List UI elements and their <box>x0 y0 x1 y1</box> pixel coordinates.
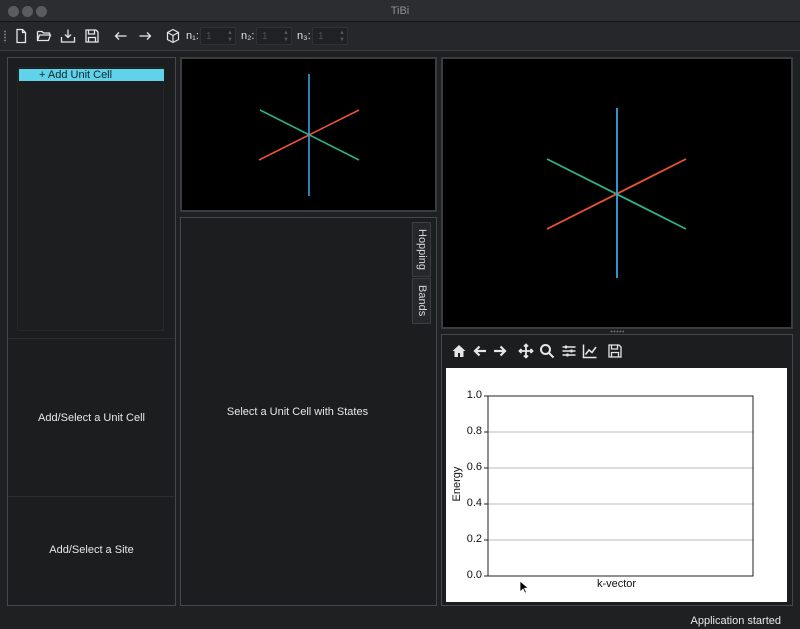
plot-home-button[interactable] <box>451 343 467 359</box>
n3-label: n₃: <box>297 30 311 42</box>
edit-axis-icon <box>582 344 597 359</box>
n3-spinbox[interactable]: ▲ ▼ <box>312 27 348 45</box>
window-close-button[interactable] <box>8 6 19 17</box>
cursor-arrow-icon <box>519 580 529 594</box>
pan-icon <box>518 343 534 359</box>
toolbar-grip-icon[interactable] <box>3 30 7 43</box>
axes-gizmo-small <box>258 74 360 196</box>
window-title: TiBi <box>390 5 410 17</box>
tab-bands-label: Bands <box>416 285 428 317</box>
open-folder-icon <box>36 30 52 42</box>
n3-up-arrow-icon[interactable]: ▲ <box>339 30 345 36</box>
n1-up-arrow-icon[interactable]: ▲ <box>227 30 233 36</box>
unit-cell-states-placeholder: Select a Unit Cell with States <box>226 406 369 418</box>
n2-label: n₂: <box>241 30 255 42</box>
plot-save-button[interactable] <box>607 343 623 359</box>
plot-zoom-button[interactable] <box>539 343 555 359</box>
home-icon <box>452 345 466 357</box>
n2-input[interactable] <box>257 28 284 44</box>
y-tick-label: 1.0 <box>466 389 482 401</box>
zoom-icon <box>540 344 555 359</box>
save-icon <box>85 29 99 43</box>
tab-bands[interactable]: Bands <box>412 278 431 324</box>
y-tick-label: 0.2 <box>466 533 482 545</box>
y-tick-label: 0.4 <box>466 497 482 509</box>
new-file-button[interactable] <box>12 27 30 45</box>
n2-up-arrow-icon[interactable]: ▲ <box>283 30 289 36</box>
left-panel-divider-2 <box>8 496 175 497</box>
status-bar: Application started <box>0 611 800 629</box>
y-tick-label: 0.0 <box>466 569 482 581</box>
window-minimize-button[interactable] <box>22 6 33 17</box>
plot-frame <box>487 395 754 577</box>
plot-edit-axis-button[interactable] <box>582 343 598 359</box>
save-figure-icon <box>608 344 622 358</box>
tab-hopping-label: Hopping <box>416 229 428 270</box>
plot-configure-button[interactable] <box>561 343 577 359</box>
unit-cell-tree[interactable]: + Add Unit Cell <box>17 67 164 331</box>
import-icon <box>60 29 76 43</box>
plot-forward-button[interactable] <box>492 343 508 359</box>
undo-arrow-icon <box>114 32 127 40</box>
n1-down-arrow-icon[interactable]: ▼ <box>227 37 233 43</box>
chart-canvas <box>484 395 754 577</box>
status-message: Application started <box>690 615 782 627</box>
y-tick-label: 0.8 <box>466 425 482 437</box>
n1-spinbox[interactable]: ▲ ▼ <box>200 27 236 45</box>
open-button[interactable] <box>35 27 53 45</box>
y-tick-label: 0.6 <box>466 461 482 473</box>
add-unit-cell-item[interactable]: + Add Unit Cell <box>19 69 164 81</box>
n2-spinbox[interactable]: ▲ ▼ <box>256 27 292 45</box>
main-3d-view[interactable] <box>441 57 793 329</box>
n1-label: n₁: <box>186 30 199 42</box>
tab-hopping[interactable]: Hopping <box>412 222 431 277</box>
redo-arrow-icon <box>139 32 152 40</box>
band-structure-chart[interactable]: 0.0 0.2 0.4 0.6 0.8 1.0 k-vector Energy <box>446 368 787 602</box>
import-button[interactable] <box>59 27 77 45</box>
undo-button[interactable] <box>112 27 130 45</box>
forward-arrow-icon <box>494 345 507 357</box>
splitter-handle-icon[interactable] <box>610 330 624 333</box>
n3-down-arrow-icon[interactable]: ▼ <box>339 37 345 43</box>
unit-cell-preview-view[interactable] <box>180 57 437 212</box>
center-panel <box>180 217 437 606</box>
x-axis-label: k-vector <box>596 578 637 590</box>
unit-cell-view-button[interactable] <box>164 27 182 45</box>
back-arrow-icon <box>473 345 486 357</box>
n2-down-arrow-icon[interactable]: ▼ <box>283 37 289 43</box>
axes-gizmo-large <box>546 108 687 278</box>
redo-button[interactable] <box>136 27 154 45</box>
configure-subplots-icon <box>562 345 576 357</box>
window-maximize-button[interactable] <box>36 6 47 17</box>
site-placeholder: Add/Select a Site <box>49 544 134 556</box>
title-bar: TiBi <box>0 0 800 22</box>
left-panel-divider <box>8 338 175 339</box>
new-file-icon <box>16 28 27 44</box>
plot-pan-button[interactable] <box>518 343 534 359</box>
unit-cell-placeholder: Add/Select a Unit Cell <box>38 412 145 424</box>
n1-input[interactable] <box>201 28 228 44</box>
plot-back-button[interactable] <box>472 343 488 359</box>
main-toolbar: n₁: ▲ ▼ n₂: ▲ ▼ n₃: ▲ ▼ <box>0 22 800 51</box>
save-button[interactable] <box>83 27 101 45</box>
cube-icon <box>166 28 180 44</box>
n3-input[interactable] <box>313 28 340 44</box>
y-axis-label: Energy <box>451 466 463 502</box>
